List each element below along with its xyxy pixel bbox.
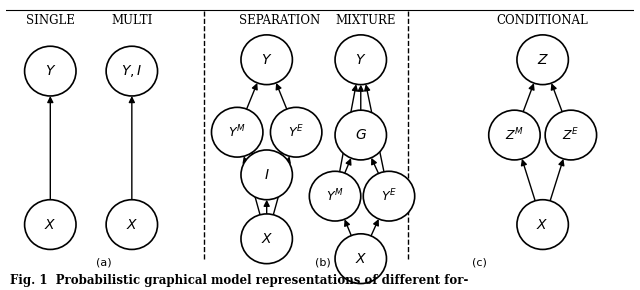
Text: $I$: $I$ (264, 168, 269, 182)
Text: Fig. 1  Probabilistic graphical model representations of different for-: Fig. 1 Probabilistic graphical model rep… (10, 274, 468, 287)
Ellipse shape (241, 214, 292, 264)
Ellipse shape (517, 35, 568, 85)
Text: (b): (b) (316, 257, 331, 267)
Text: (c): (c) (472, 257, 488, 267)
Text: $X$: $X$ (536, 218, 549, 232)
Ellipse shape (335, 35, 387, 85)
Ellipse shape (24, 200, 76, 249)
Text: (a): (a) (96, 257, 111, 267)
Text: $X$: $X$ (44, 218, 56, 232)
Text: $Y^{E}$: $Y^{E}$ (288, 124, 304, 141)
Ellipse shape (335, 234, 387, 284)
Text: $G$: $G$ (355, 128, 367, 142)
Text: $Z$: $Z$ (536, 53, 548, 67)
Ellipse shape (517, 200, 568, 249)
Text: $Y$: $Y$ (261, 53, 273, 67)
Text: $X$: $X$ (355, 252, 367, 266)
Ellipse shape (489, 110, 540, 160)
Ellipse shape (24, 46, 76, 96)
Ellipse shape (545, 110, 596, 160)
Ellipse shape (106, 200, 157, 249)
Ellipse shape (106, 46, 157, 96)
Text: $Y$: $Y$ (45, 64, 56, 78)
Text: SEPARATION: SEPARATION (239, 14, 320, 27)
Text: SINGLE: SINGLE (26, 14, 75, 27)
Text: $Y$: $Y$ (355, 53, 367, 67)
Text: $X$: $X$ (260, 232, 273, 246)
Ellipse shape (309, 171, 361, 221)
Ellipse shape (241, 35, 292, 85)
Text: CONDITIONAL: CONDITIONAL (497, 14, 589, 27)
Text: $Y^{E}$: $Y^{E}$ (381, 188, 397, 204)
Ellipse shape (271, 107, 322, 157)
Text: $Y,I$: $Y,I$ (121, 63, 143, 79)
Text: $Z^{E}$: $Z^{E}$ (563, 127, 579, 143)
Text: MULTI: MULTI (111, 14, 152, 27)
Ellipse shape (211, 107, 263, 157)
Text: $Y^{M}$: $Y^{M}$ (228, 124, 246, 141)
Ellipse shape (335, 110, 387, 160)
Text: $X$: $X$ (125, 218, 138, 232)
Ellipse shape (241, 150, 292, 200)
Text: MIXTURE: MIXTURE (335, 14, 396, 27)
Text: $Y^{M}$: $Y^{M}$ (326, 188, 344, 204)
Text: $Z^{M}$: $Z^{M}$ (505, 127, 524, 143)
Ellipse shape (364, 171, 415, 221)
